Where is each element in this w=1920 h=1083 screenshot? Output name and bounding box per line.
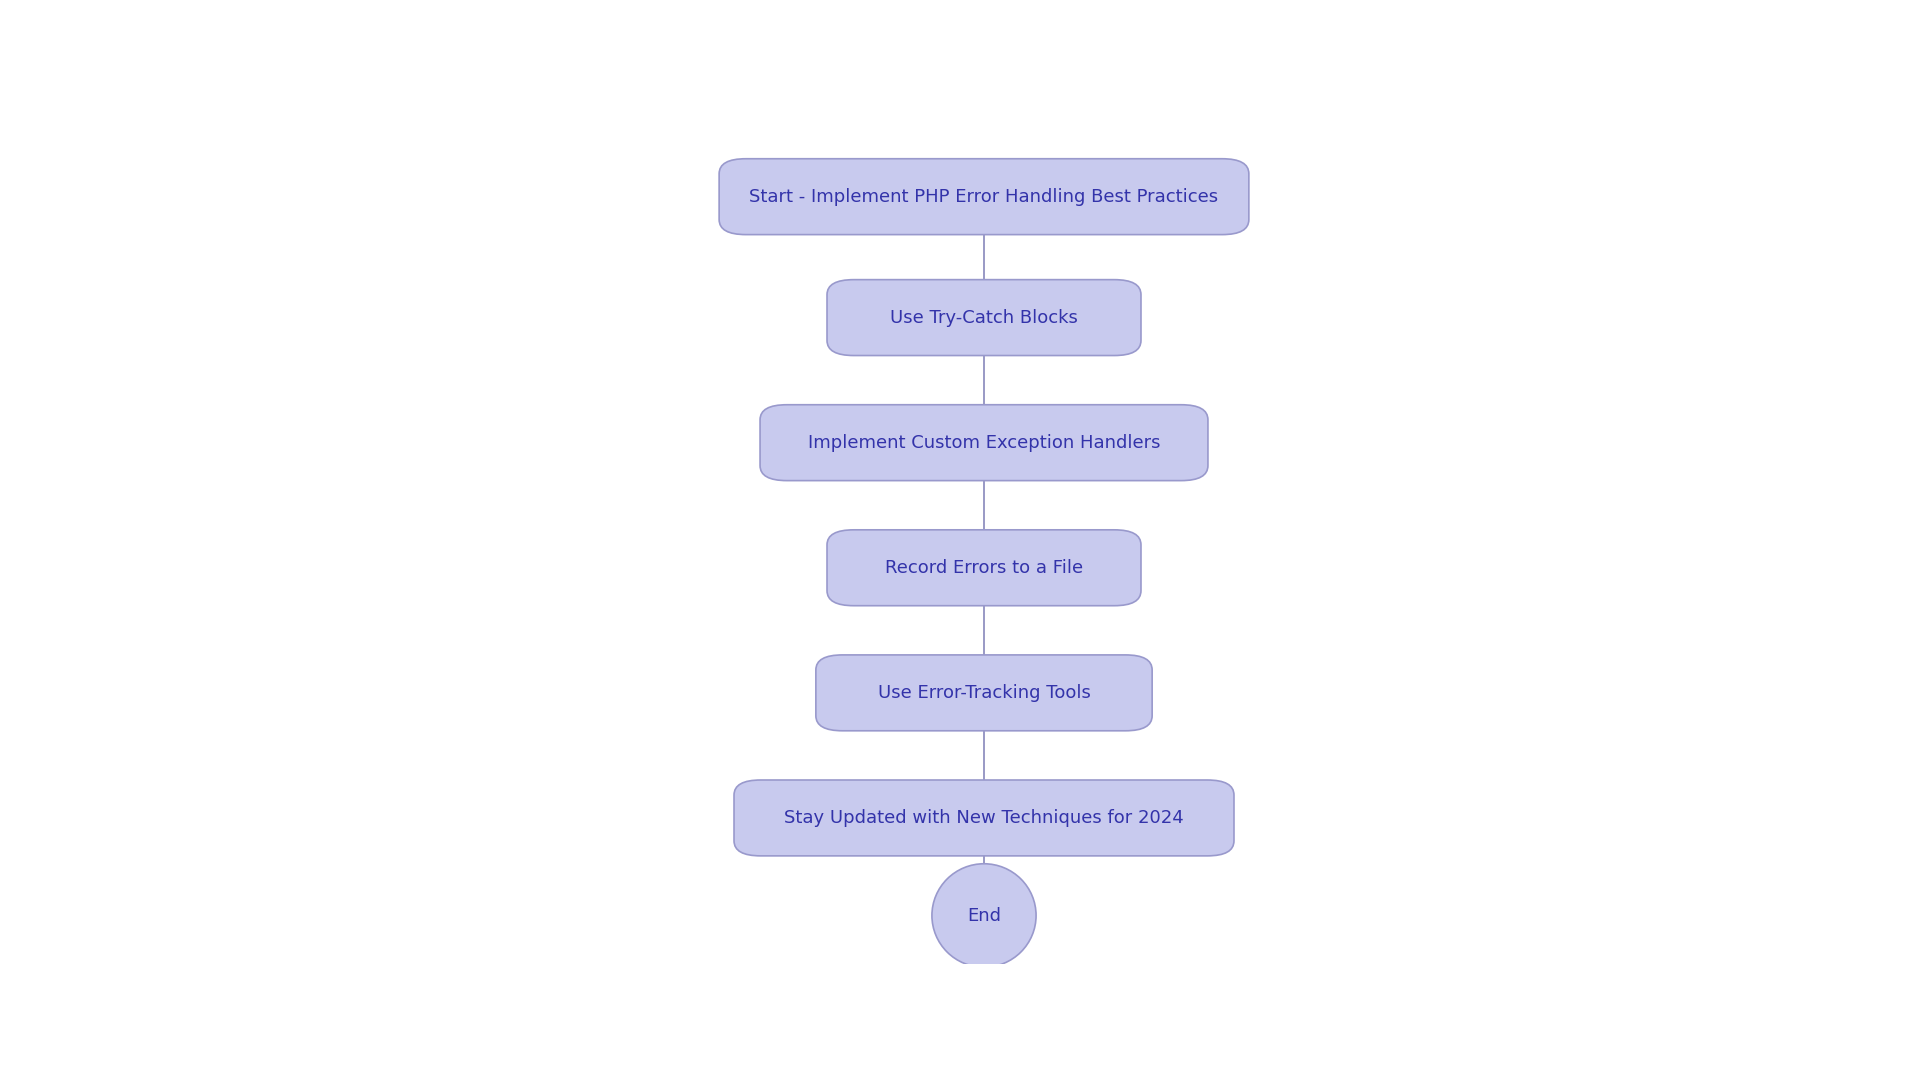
Text: Implement Custom Exception Handlers: Implement Custom Exception Handlers [808,433,1160,452]
Ellipse shape [931,864,1037,967]
FancyBboxPatch shape [733,780,1235,856]
FancyBboxPatch shape [816,655,1152,731]
Text: Start - Implement PHP Error Handling Best Practices: Start - Implement PHP Error Handling Bes… [749,187,1219,206]
FancyBboxPatch shape [760,405,1208,481]
FancyBboxPatch shape [828,279,1140,355]
Text: Use Error-Tracking Tools: Use Error-Tracking Tools [877,683,1091,702]
Text: Use Try-Catch Blocks: Use Try-Catch Blocks [891,309,1077,327]
Text: End: End [968,906,1000,925]
Text: Record Errors to a File: Record Errors to a File [885,559,1083,577]
FancyBboxPatch shape [720,159,1248,235]
Text: Stay Updated with New Techniques for 2024: Stay Updated with New Techniques for 202… [783,809,1185,827]
FancyBboxPatch shape [828,530,1140,605]
